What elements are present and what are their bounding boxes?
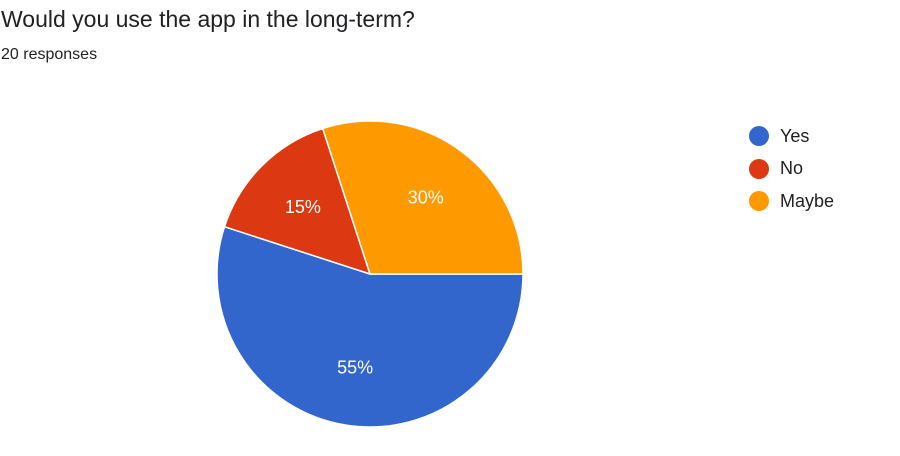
legend-label-no: No: [780, 158, 804, 179]
pie-slice-labels: 55% 15% 30%: [285, 187, 444, 377]
slice-label-yes: 55%: [337, 358, 373, 378]
legend-item-no: No: [749, 153, 834, 186]
legend-swatch-yes: [749, 126, 769, 147]
question-title: Would you use the app in the long-term?: [1, 6, 415, 32]
legend-swatch-no: [749, 158, 769, 179]
chart-legend: Yes No Maybe: [749, 120, 834, 218]
response-count: 20 responses: [1, 46, 98, 63]
slice-label-no: 15%: [285, 197, 321, 217]
slice-label-maybe: 30%: [408, 187, 444, 207]
legend-label-yes: Yes: [780, 125, 810, 146]
legend-label-maybe: Maybe: [780, 190, 835, 211]
legend-swatch-maybe: [749, 191, 769, 212]
pie-slice-maybe: [321, 120, 524, 275]
legend-item-maybe: Maybe: [749, 185, 834, 218]
legend-item-yes: Yes: [749, 120, 834, 153]
pie-slice-no: [223, 127, 371, 275]
pie-slices: [216, 120, 524, 428]
pie-slice-yes: [216, 225, 524, 428]
